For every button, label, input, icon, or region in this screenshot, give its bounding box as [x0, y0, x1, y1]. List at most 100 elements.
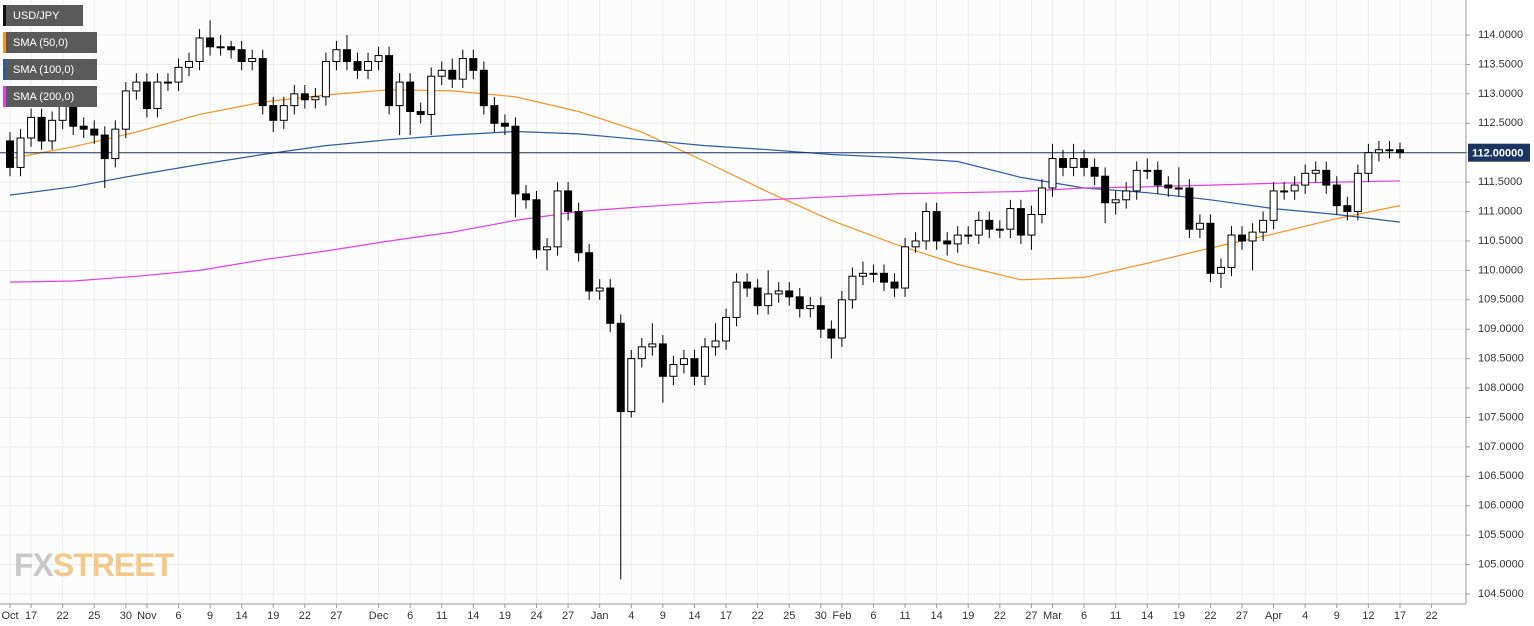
candle-body: [711, 340, 720, 348]
candle-body: [1185, 187, 1194, 230]
y-tick-label: 111.0000: [1478, 205, 1522, 217]
y-tick-label: 105.5000: [1478, 529, 1524, 541]
candle-body: [890, 281, 899, 289]
candle-body: [153, 81, 162, 110]
candle-body: [1006, 208, 1015, 230]
y-tick-label: 106.0000: [1478, 500, 1524, 512]
candle-body: [27, 116, 36, 139]
candle-body: [321, 60, 330, 98]
candle-body: [1374, 149, 1383, 154]
candle-body: [1143, 169, 1152, 172]
candle-body: [1080, 158, 1089, 168]
y-tick-label: 106.5000: [1478, 470, 1524, 482]
legend-label: SMA (100,0): [13, 64, 74, 76]
grid: [0, 0, 1466, 604]
candle-body: [1195, 222, 1204, 230]
candle-body: [974, 219, 983, 236]
candle-body: [679, 358, 688, 366]
candle-body: [785, 290, 794, 298]
x-tick-label: 14: [1141, 610, 1153, 622]
candle-body: [1290, 184, 1299, 192]
x-tick-label: 19: [962, 610, 974, 622]
candle-body: [1301, 172, 1310, 186]
candle-body: [1259, 219, 1268, 233]
candle-body: [269, 105, 278, 121]
legend-box: [3, 86, 97, 107]
candle-body: [1174, 187, 1183, 190]
candle-body: [869, 272, 878, 275]
candle-body: [658, 343, 667, 377]
candle-body: [1016, 208, 1025, 236]
x-tick-label: 9: [207, 610, 213, 622]
y-tick-label: 110.5000: [1478, 235, 1523, 247]
candle-body: [932, 211, 941, 242]
y-tick-label: 111.5000: [1478, 176, 1522, 188]
candle-body: [290, 93, 299, 107]
candle-body: [627, 358, 636, 413]
x-tick-label: 25: [783, 610, 795, 622]
candle-body: [216, 46, 225, 49]
x-tick-label: 22: [752, 610, 764, 622]
candle-body: [353, 60, 362, 71]
candle-body: [1059, 158, 1068, 168]
legend-label: SMA (50,0): [13, 37, 68, 49]
candle-body: [774, 290, 783, 295]
candle-body: [458, 58, 467, 80]
candle-body: [311, 96, 320, 101]
candle-body: [385, 55, 394, 107]
candle-body: [922, 211, 931, 242]
candle-body: [342, 49, 351, 62]
candle-body: [1311, 169, 1320, 174]
x-tick-label: Jan: [591, 610, 609, 622]
x-tick-label: 19: [1173, 610, 1185, 622]
x-tick-label: 19: [267, 610, 279, 622]
x-tick-label: Mar: [1043, 610, 1062, 622]
plot: [0, 20, 1466, 580]
candle-body: [395, 81, 404, 107]
x-tick-label: 4: [628, 610, 634, 622]
price-label: 112.00000: [1472, 148, 1523, 160]
y-tick-label: 109.0000: [1478, 323, 1524, 335]
y-tick-label: 107.5000: [1478, 411, 1524, 423]
x-tick-label: 22: [57, 610, 69, 622]
x-tick-label: 4: [1302, 610, 1308, 622]
x-tick-label: Dec: [369, 610, 389, 622]
x-tick-label: 9: [660, 610, 666, 622]
candle-body: [142, 81, 151, 110]
candle-body: [437, 69, 446, 77]
candle-body: [1322, 169, 1331, 186]
candle-body: [1216, 266, 1225, 274]
candle-body: [174, 66, 183, 83]
x-tick-label: Feb: [832, 610, 851, 622]
candle-body: [90, 128, 99, 136]
candle-body: [880, 272, 889, 283]
y-tick-label: 112.5000: [1478, 117, 1523, 129]
sma-line: [9, 89, 1401, 281]
axes: 104.5000 105.0000 105.5000 106.0000 106.5000…: [1, 29, 1530, 622]
y-tick-label: 108.0000: [1478, 382, 1524, 394]
candle-body: [700, 346, 709, 377]
candle-body: [490, 105, 499, 124]
candle-body: [564, 190, 573, 213]
candle-body: [964, 234, 973, 237]
candle-body: [1122, 190, 1131, 201]
watermark: FXSTREET: [14, 547, 175, 583]
candle-body: [1364, 152, 1373, 174]
candle-body: [1037, 187, 1046, 215]
x-tick-label: 24: [530, 610, 542, 622]
y-tick-label: 113.0000: [1478, 88, 1523, 100]
candle-body: [637, 346, 646, 360]
x-tick-label: 11: [1110, 610, 1121, 622]
x-tick-label: 6: [870, 610, 876, 622]
candle-body: [121, 90, 130, 130]
candle-body: [258, 58, 267, 107]
legend-box: [3, 5, 83, 26]
candle-body: [79, 125, 88, 130]
candle-body: [1269, 190, 1278, 221]
x-tick-label: 14: [467, 610, 479, 622]
x-tick-label: Nov: [137, 610, 157, 622]
y-tick-label: 113.5000: [1478, 58, 1523, 70]
x-tick-label: 12: [1362, 610, 1374, 622]
candle-body: [248, 58, 257, 62]
